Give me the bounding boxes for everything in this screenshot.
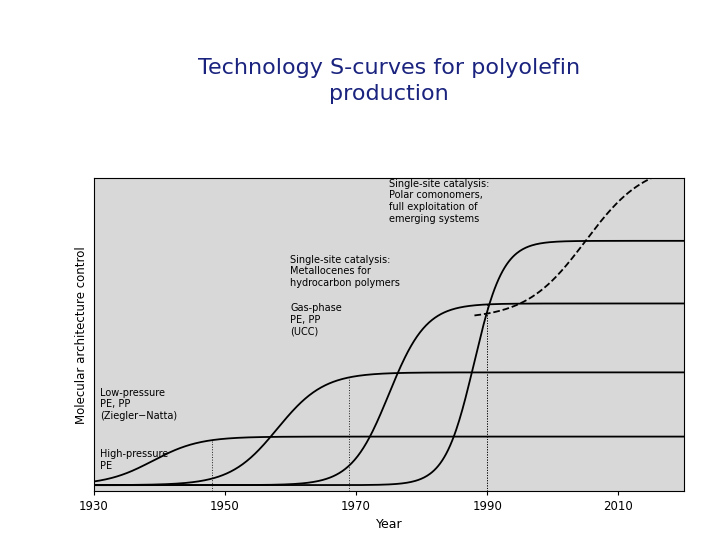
Y-axis label: Molecular architecture control: Molecular architecture control (75, 246, 88, 424)
Text: Technology S-curves for polyolefin: Technology S-curves for polyolefin (198, 57, 580, 78)
Text: Single-site catalysis:
Metallocenes for
hydrocarbon polymers: Single-site catalysis: Metallocenes for … (290, 255, 400, 288)
Text: production: production (329, 84, 449, 105)
Text: Gas-phase
PE, PP
(UCC): Gas-phase PE, PP (UCC) (290, 303, 342, 336)
Text: Single-site catalysis:
Polar comonomers,
full exploitation of
emerging systems: Single-site catalysis: Polar comonomers,… (389, 179, 489, 224)
Text: Low-pressure
PE, PP
(Ziegler−Natta): Low-pressure PE, PP (Ziegler−Natta) (100, 388, 177, 421)
X-axis label: Year: Year (376, 518, 402, 531)
Text: High-pressure
PE: High-pressure PE (100, 449, 168, 471)
